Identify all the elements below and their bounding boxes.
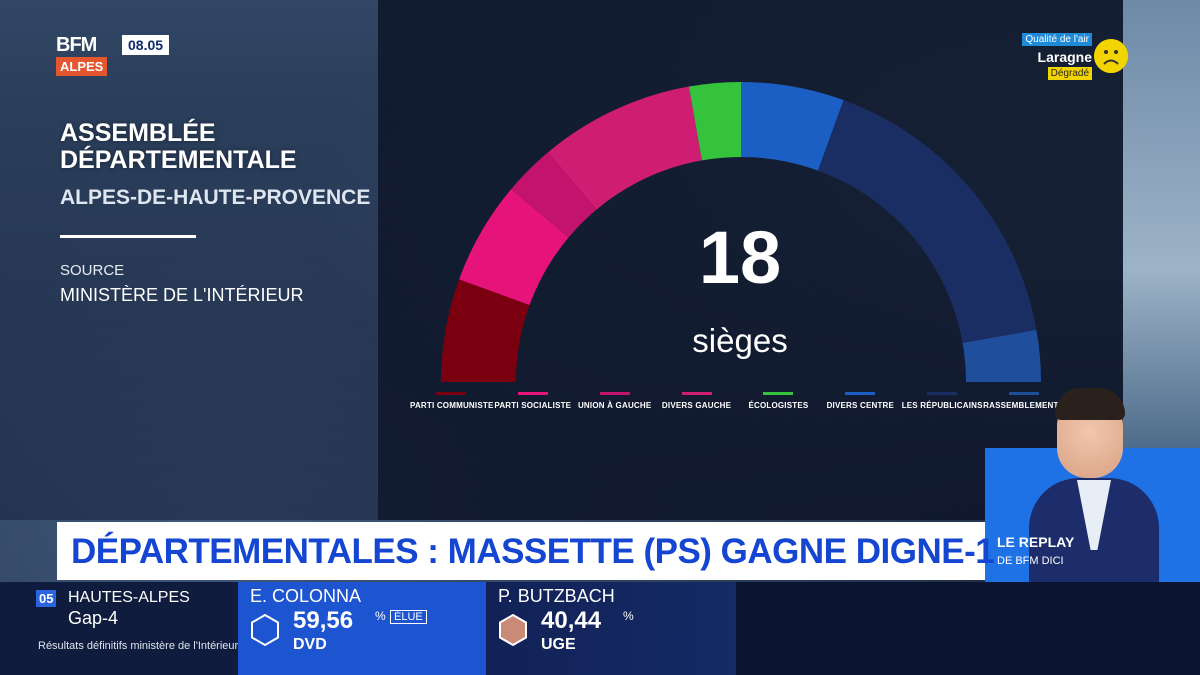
arc-segment-6	[741, 82, 844, 171]
air-quality-status: Dégradé	[1047, 67, 1092, 80]
department-name: ALPES-DE-HAUTE-PROVENCE	[60, 186, 371, 209]
air-quality-label: Qualité de l'air	[1022, 33, 1092, 46]
legend-swatch	[435, 392, 466, 395]
arc-segment-5	[688, 82, 741, 161]
legend-item: RASSEMBLEMENT NATIONAL	[983, 392, 1103, 410]
candidate-party: DVD	[293, 636, 327, 653]
candidate-card-1	[238, 582, 486, 675]
hexagon-icon	[499, 614, 527, 646]
legend-swatch	[763, 392, 794, 395]
legend-item: ÉCOLOGISTES	[738, 392, 820, 410]
legend-label: RASSEMBLEMENT NATIONAL	[983, 401, 1104, 410]
percent-unit: %	[623, 609, 634, 623]
arc-segment-8	[962, 329, 1041, 382]
candidate-party: UGE	[541, 636, 576, 653]
legend-item: PARTI SOCIALISTE	[492, 392, 574, 410]
logo-bfm: BFM	[56, 34, 97, 56]
candidate-percent: 59,56	[293, 607, 354, 634]
legend-swatch	[1009, 392, 1040, 395]
legend-label: DIVERS CENTRE	[826, 401, 895, 410]
panel-title-line1: ASSEMBLÉE	[60, 119, 216, 147]
legend-label: DIVERS GAUCHE	[661, 401, 732, 410]
percent-unit: %	[375, 609, 386, 623]
seat-arc-chart	[441, 82, 1041, 382]
legend-swatch	[845, 392, 876, 395]
presenter-hair	[1055, 388, 1125, 420]
legend-label: PARTI COMMUNISTE	[410, 401, 494, 410]
replay-subtitle: DE BFM DICI	[997, 555, 1064, 567]
candidate-name: P. BUTZBACH	[498, 586, 615, 606]
divider	[60, 235, 196, 238]
source-label: SOURCE	[60, 262, 125, 279]
legend-swatch	[517, 392, 548, 395]
arc-segment-1	[441, 279, 530, 382]
legend-item: UNION À GAUCHE	[574, 392, 656, 410]
ticker-department: HAUTES-ALPES	[68, 589, 190, 606]
arc-segment-2	[459, 189, 569, 306]
dept-number-badge: 05	[36, 590, 57, 607]
info-panel	[0, 0, 378, 520]
legend-item: PARTI COMMUNISTE	[410, 392, 494, 410]
sad-face-icon	[1094, 39, 1128, 73]
hexagon-icon	[251, 614, 279, 646]
headline-text: DÉPARTEMENTALES : MASSETTE (PS) GAGNE DI…	[71, 532, 995, 571]
seat-total: 18	[698, 216, 782, 299]
panel-title: ASSEMBLÉE DÉPARTEMENTALE	[60, 120, 297, 174]
legend-item: DIVERS CENTRE	[819, 392, 901, 410]
presenter-thumbnail[interactable]	[985, 386, 1200, 586]
legend-item: LES RÉPUBLICAINS	[901, 392, 983, 410]
clock: 08.05	[122, 35, 170, 55]
ticker-canton: Gap-4	[68, 608, 119, 628]
background-strip	[1123, 0, 1200, 450]
arc-segment-7	[817, 100, 1037, 343]
candidate-card-2	[486, 582, 736, 675]
seat-total-label: sièges	[692, 322, 788, 359]
ticker-note: Résultats définitifs ministère de l'Inté…	[38, 640, 239, 652]
headline-banner: DÉPARTEMENTALES : MASSETTE (PS) GAGNE DI…	[57, 522, 995, 580]
panel-title-line2: DÉPARTEMENTALE	[60, 146, 297, 174]
legend-label: ÉCOLOGISTES	[748, 401, 809, 410]
legend-swatch	[681, 392, 712, 395]
candidate-percent: 40,44	[541, 607, 602, 634]
source-value: MINISTÈRE DE L'INTÉRIEUR	[60, 285, 304, 305]
replay-title: LE REPLAY	[997, 534, 1075, 550]
logo-region: ALPES	[56, 57, 108, 76]
elected-badge: ÉLUE	[390, 610, 427, 624]
candidate-name: E. COLONNA	[250, 586, 362, 606]
legend-swatch	[599, 392, 630, 395]
legend-item: DIVERS GAUCHE	[656, 392, 738, 410]
legend-label: PARTI SOCIALISTE	[494, 401, 572, 410]
legend-label: LES RÉPUBLICAINS	[901, 401, 983, 410]
arc-segment-4	[548, 86, 702, 210]
legend-label: UNION À GAUCHE	[577, 401, 652, 410]
air-quality-city: Laragne	[1037, 49, 1092, 65]
legend-swatch	[927, 392, 958, 395]
arc-segment-3	[511, 152, 597, 238]
channel-logo: BFM ALPES	[56, 34, 108, 76]
air-quality-widget: Qualité de l'air Laragne Dégradé	[1006, 33, 1136, 83]
